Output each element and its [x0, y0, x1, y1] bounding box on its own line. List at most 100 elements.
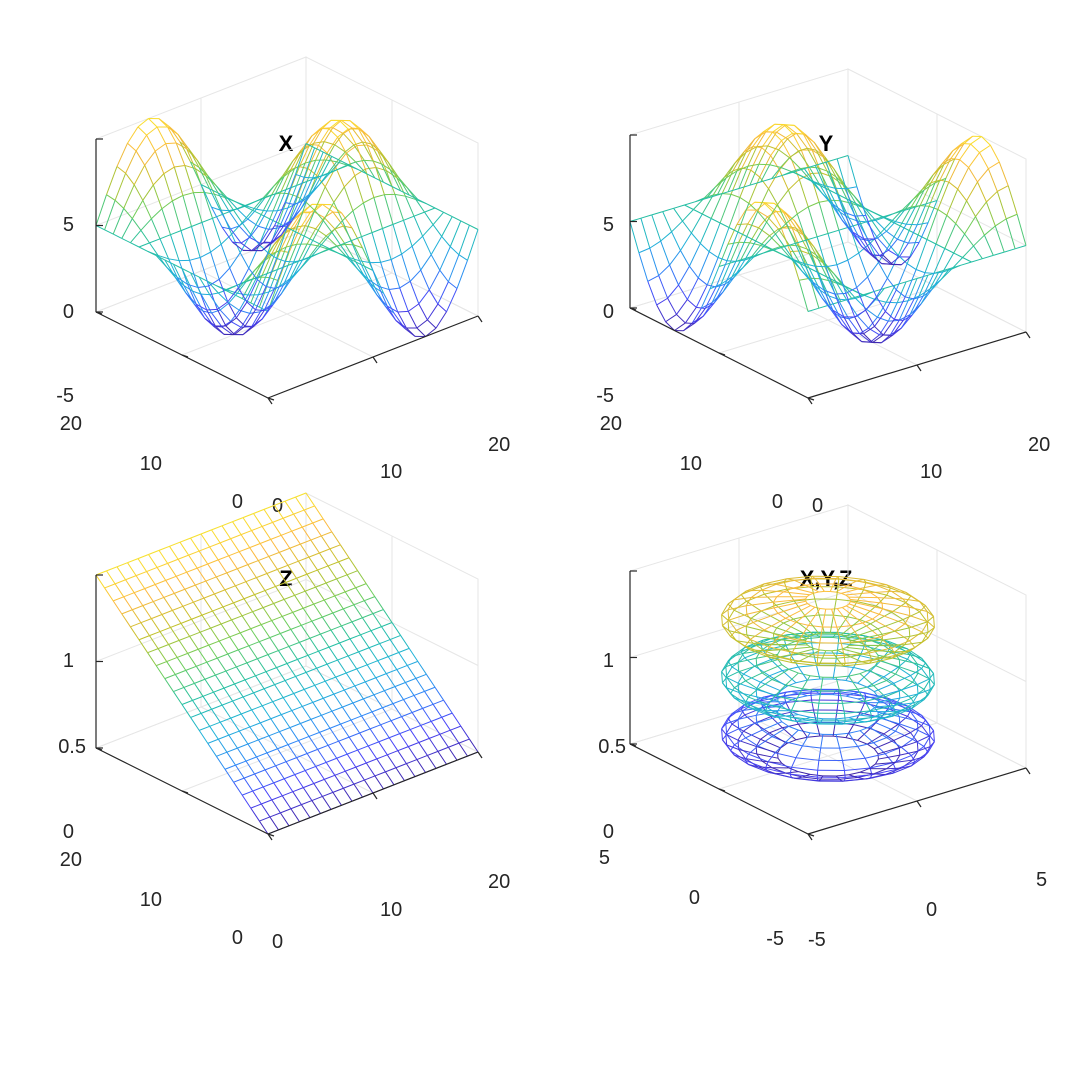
mesh-line: [745, 146, 758, 153]
mesh-line: [192, 700, 202, 714]
mesh-line: [726, 728, 739, 735]
mesh-line: [856, 589, 865, 602]
mesh-line: [722, 193, 732, 195]
mesh-line: [736, 223, 748, 226]
mesh-line: [923, 689, 929, 696]
mesh-line: [460, 725, 470, 740]
mesh-line: [250, 302, 260, 308]
mesh-line: [142, 184, 154, 201]
mesh-line: [757, 188, 770, 212]
mesh-line: [746, 613, 754, 623]
mesh-line: [274, 505, 284, 519]
mesh-line: [165, 143, 175, 168]
mesh-line: [307, 655, 318, 669]
mesh-line: [395, 767, 405, 781]
mesh-line: [848, 596, 879, 599]
mesh-line: [266, 748, 278, 754]
mesh-line: [725, 723, 728, 735]
mesh-line: [840, 663, 845, 667]
mesh-line: [953, 233, 966, 254]
mesh-line: [718, 262, 731, 267]
axes-lines: [629, 134, 1031, 405]
mesh-line: [975, 201, 987, 217]
mesh-line: [845, 774, 872, 778]
mesh-line: [720, 263, 731, 285]
mesh-line: [181, 699, 193, 705]
mesh-line: [833, 735, 847, 739]
mesh-line: [804, 263, 816, 267]
mesh-line: [750, 617, 777, 629]
mesh-line: [759, 155, 772, 178]
mesh-line: [785, 729, 799, 743]
mesh-line: [430, 254, 441, 271]
mesh-line: [317, 235, 327, 247]
mesh-line: [921, 668, 930, 680]
mesh-line: [897, 666, 911, 676]
mesh-line: [397, 310, 409, 313]
mesh-line: [355, 261, 365, 267]
mesh-line: [831, 650, 838, 659]
mesh-line: [866, 676, 885, 688]
mesh-line: [745, 626, 748, 636]
mesh-line: [305, 672, 316, 686]
mesh-line: [467, 229, 479, 261]
mesh-line: [973, 245, 983, 259]
mesh-line: [192, 290, 204, 312]
grid-line: [181, 272, 393, 356]
mesh-line: [761, 589, 784, 593]
mesh-line: [931, 271, 944, 290]
mesh-line: [844, 285, 856, 299]
mesh-line: [824, 262, 835, 274]
mesh-line: [372, 613, 382, 627]
mesh-line: [898, 747, 901, 756]
mesh-line: [928, 668, 934, 674]
mesh-line: [776, 591, 784, 598]
mesh-line: [734, 754, 746, 760]
mesh-line: [298, 243, 308, 262]
mesh-line: [912, 738, 925, 747]
mesh-line: [782, 727, 797, 741]
mesh-line: [924, 272, 934, 274]
mesh-line: [839, 745, 858, 749]
mesh-line: [344, 144, 355, 153]
mesh-line: [795, 679, 808, 684]
mesh-line: [688, 243, 701, 267]
mesh-line: [121, 613, 131, 628]
mesh-line: [301, 800, 313, 806]
mesh-line: [222, 602, 234, 608]
mesh-line: [762, 703, 782, 707]
mesh-line: [790, 652, 814, 656]
mesh-line: [788, 179, 800, 191]
mesh-line: [767, 695, 776, 706]
mesh-line: [249, 294, 259, 314]
mesh-line: [211, 312, 223, 328]
mesh-line: [738, 671, 746, 682]
mesh-line: [902, 598, 920, 602]
mesh-line: [857, 601, 877, 607]
mesh-line: [247, 208, 257, 220]
mesh-line: [292, 787, 304, 793]
mesh-line: [258, 735, 270, 741]
mesh-line: [284, 496, 296, 502]
mesh-line: [273, 176, 285, 187]
mesh-line: [132, 605, 143, 611]
mesh-line: [374, 775, 384, 790]
mesh-line: [964, 216, 976, 235]
mesh-line: [227, 653, 237, 668]
mesh-line: [408, 742, 419, 748]
mesh-line: [247, 277, 257, 296]
mesh-line: [769, 656, 793, 664]
mesh-line: [844, 652, 870, 656]
mesh-line: [325, 676, 336, 682]
mesh-line: [319, 732, 329, 746]
mesh-line: [310, 184, 320, 195]
mesh-line: [272, 285, 284, 306]
mesh-line: [892, 755, 912, 764]
mesh-line: [750, 649, 765, 652]
mesh-line: [746, 589, 762, 592]
mesh-line: [986, 191, 998, 203]
mesh-line: [755, 221, 768, 242]
mesh-line: [861, 661, 870, 664]
mesh-line: [262, 607, 273, 621]
mesh-line: [984, 225, 996, 236]
